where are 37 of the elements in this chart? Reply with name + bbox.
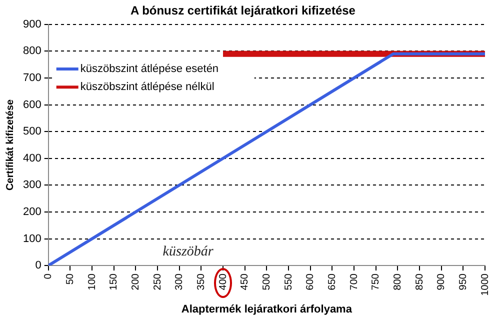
x-tick-label: 800	[392, 273, 404, 290]
x-tick-label: 100	[86, 273, 98, 290]
x-tick-label: 200	[130, 273, 142, 290]
y-tick-label: 800	[22, 45, 42, 58]
x-tick-label: 250	[152, 273, 164, 290]
x-tick-label: 0	[43, 273, 54, 280]
y-tick-label: 400	[22, 152, 42, 164]
x-tick-label: 650	[326, 273, 338, 290]
x-tick-label: 950	[458, 273, 469, 290]
y-tick-label: 500	[22, 126, 42, 138]
y-tick-label: 100	[22, 232, 42, 245]
x-tick-label: 350	[196, 273, 207, 290]
legend-label: küszöbszint átlépése nélkül	[80, 81, 214, 94]
x-tick-label: 300	[174, 273, 186, 290]
annotation: küszöbár	[162, 244, 214, 260]
x-tick-label: 150	[108, 273, 120, 290]
y-tick-label: 600	[22, 98, 42, 111]
x-tick-label: 850	[414, 273, 426, 290]
y-tick-label: 0	[35, 260, 42, 272]
y-tick-label: 900	[22, 18, 42, 30]
x-tick-label: 450	[240, 273, 251, 290]
legend-label: küszöbszint átlépése esetén	[80, 63, 219, 76]
x-tick-label: 550	[283, 273, 294, 290]
x-tick-label: 900	[436, 273, 448, 290]
x-tick-label: 400	[218, 273, 229, 290]
x-tick-label: 1000	[480, 273, 491, 296]
chart-title: A bónusz certifikát lejáratkori kifizetése	[130, 4, 356, 18]
y-tick-label: 200	[22, 206, 42, 218]
x-axis-title: Alaptermék lejáratkori árfolyama	[181, 303, 353, 316]
x-tick-label: 750	[370, 273, 382, 290]
x-tick-label: 600	[305, 273, 316, 290]
x-tick-label: 500	[261, 273, 272, 290]
y-tick-label: 300	[22, 179, 42, 192]
y-tick-label: 700	[22, 72, 42, 84]
x-tick-label: 50	[64, 273, 76, 285]
y-axis-title: Certifikát kifizetése	[4, 98, 16, 191]
x-tick-label: 700	[348, 273, 360, 290]
